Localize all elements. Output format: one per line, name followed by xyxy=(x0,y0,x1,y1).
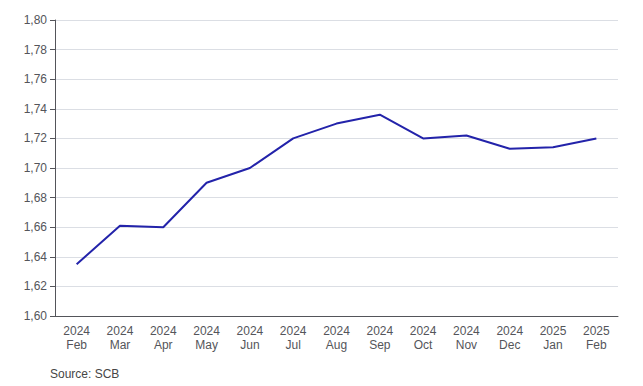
svg-text:Feb: Feb xyxy=(66,338,87,352)
svg-text:2024: 2024 xyxy=(496,324,523,338)
svg-text:2024: 2024 xyxy=(107,324,134,338)
svg-text:1,60: 1,60 xyxy=(24,309,48,323)
svg-text:2025: 2025 xyxy=(583,324,610,338)
svg-text:Aug: Aug xyxy=(326,338,347,352)
svg-text:1,74: 1,74 xyxy=(24,102,48,116)
svg-text:Jul: Jul xyxy=(286,338,301,352)
svg-text:Mar: Mar xyxy=(110,338,131,352)
svg-text:1,78: 1,78 xyxy=(24,43,48,57)
svg-text:2024: 2024 xyxy=(237,324,264,338)
svg-text:May: May xyxy=(195,338,218,352)
svg-text:2024: 2024 xyxy=(323,324,350,338)
svg-text:2024: 2024 xyxy=(280,324,307,338)
svg-text:Source: SCB: Source: SCB xyxy=(50,367,119,381)
svg-text:1,72: 1,72 xyxy=(24,131,48,145)
svg-text:Feb: Feb xyxy=(586,338,607,352)
svg-text:Dec: Dec xyxy=(499,338,520,352)
svg-text:Apr: Apr xyxy=(154,338,173,352)
svg-text:2024: 2024 xyxy=(453,324,480,338)
svg-text:1,62: 1,62 xyxy=(24,279,48,293)
svg-text:Jun: Jun xyxy=(240,338,259,352)
svg-text:1,68: 1,68 xyxy=(24,191,48,205)
svg-text:Oct: Oct xyxy=(414,338,433,352)
svg-text:1,64: 1,64 xyxy=(24,250,48,264)
svg-text:2025: 2025 xyxy=(540,324,567,338)
svg-text:Nov: Nov xyxy=(456,338,477,352)
svg-text:2024: 2024 xyxy=(193,324,220,338)
svg-text:2024: 2024 xyxy=(150,324,177,338)
svg-text:1,70: 1,70 xyxy=(24,161,48,175)
svg-text:2024: 2024 xyxy=(63,324,90,338)
svg-text:2024: 2024 xyxy=(410,324,437,338)
svg-text:Sep: Sep xyxy=(369,338,391,352)
svg-text:1,80: 1,80 xyxy=(24,13,48,27)
svg-text:1,66: 1,66 xyxy=(24,220,48,234)
svg-text:1,76: 1,76 xyxy=(24,72,48,86)
svg-text:2024: 2024 xyxy=(366,324,393,338)
svg-text:Jan: Jan xyxy=(543,338,562,352)
